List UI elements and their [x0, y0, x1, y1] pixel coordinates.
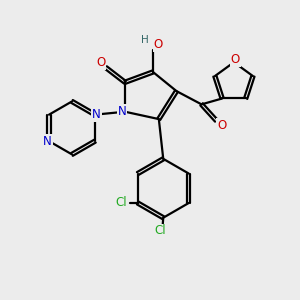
- Text: N: N: [43, 135, 52, 148]
- Text: Cl: Cl: [154, 224, 166, 238]
- Text: N: N: [92, 108, 101, 121]
- Text: O: O: [96, 56, 105, 69]
- Text: O: O: [217, 119, 226, 132]
- Text: O: O: [154, 38, 163, 51]
- Text: O: O: [231, 53, 240, 66]
- Text: H: H: [141, 34, 148, 45]
- Text: Cl: Cl: [116, 196, 127, 209]
- Text: N: N: [118, 105, 126, 118]
